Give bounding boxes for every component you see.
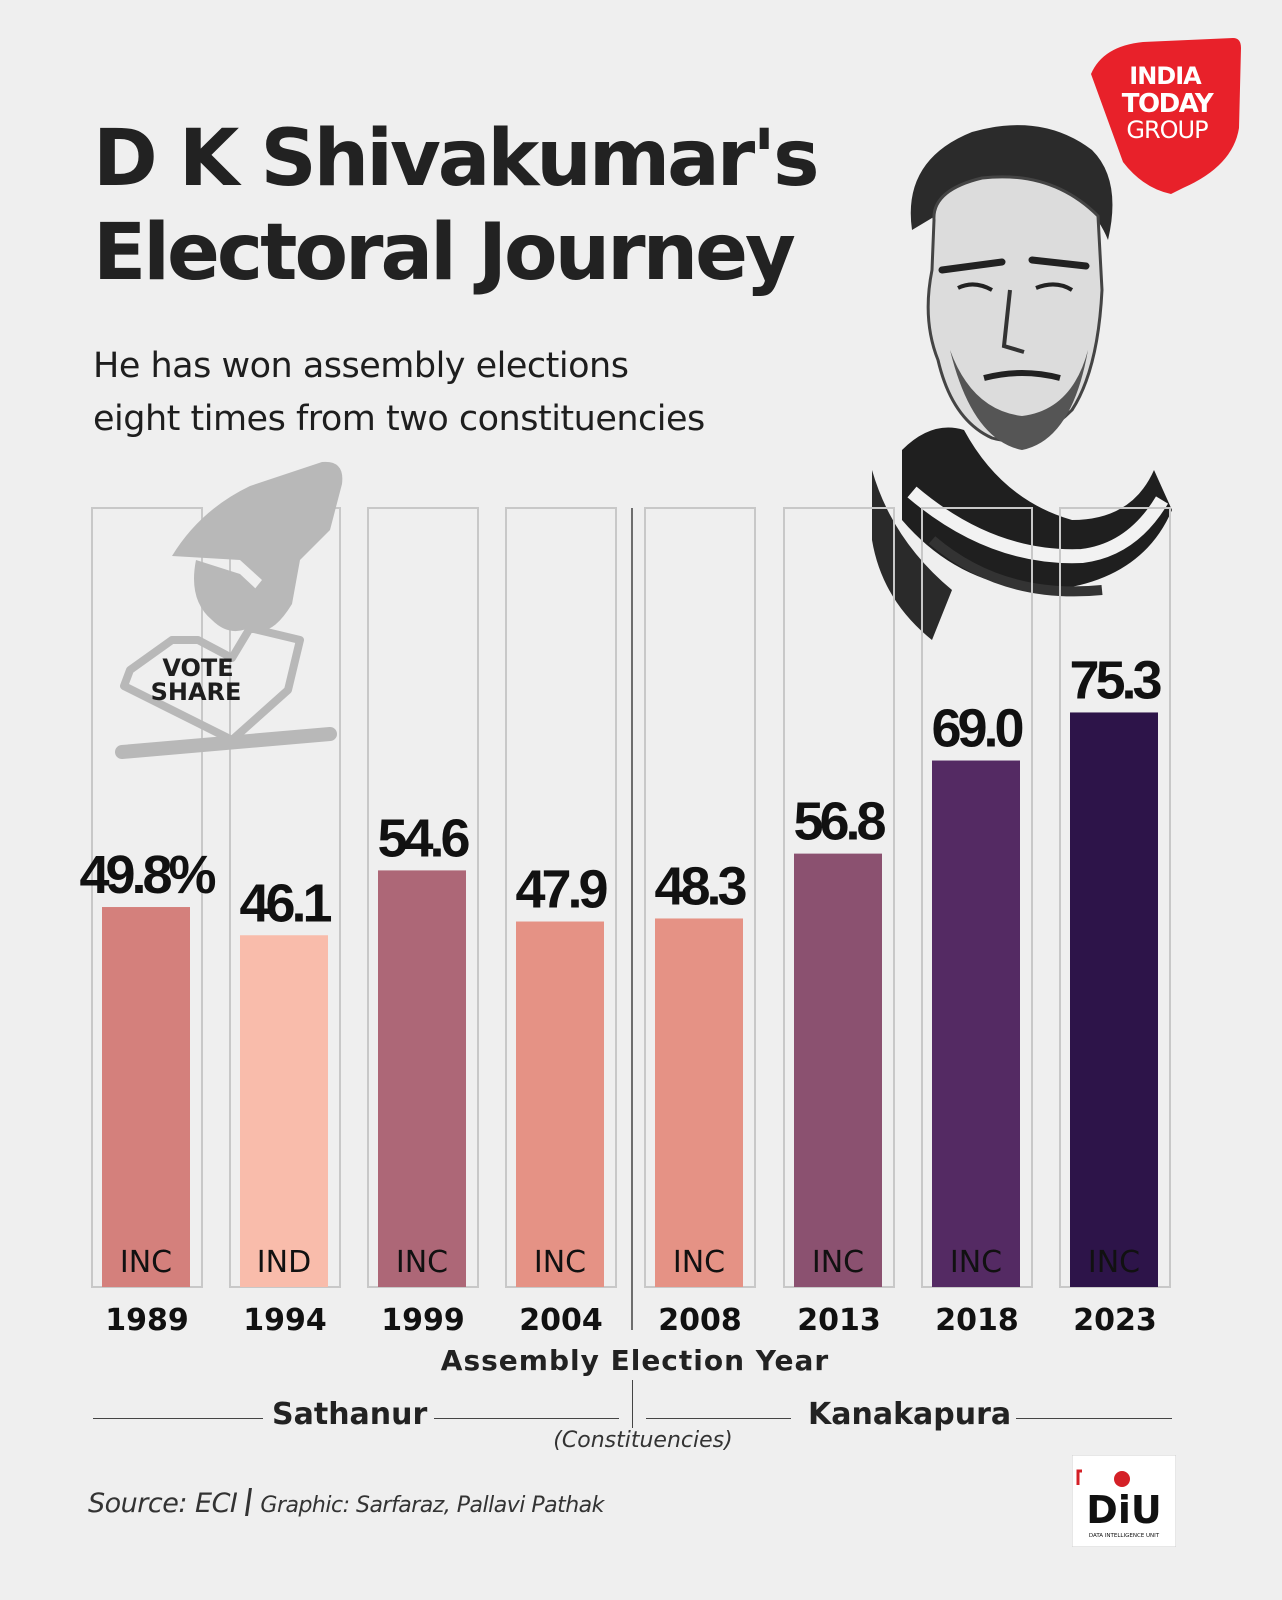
bar-1999 <box>378 870 466 1287</box>
subtitle: He has won assembly elections eight time… <box>93 340 705 446</box>
badge-line-1: VOTE <box>162 654 233 682</box>
party-label-1989: INC <box>120 1245 172 1280</box>
year-label-2013: 2013 <box>797 1303 881 1338</box>
year-label-2004: 2004 <box>519 1303 603 1338</box>
constituency-separator <box>632 1380 633 1428</box>
vote-share-badge: VOTE SHARE <box>115 461 343 759</box>
bar-2018 <box>932 760 1020 1287</box>
sathanur-line-left <box>93 1418 263 1419</box>
kanakapura-line-left <box>646 1418 791 1419</box>
year-label-1994: 1994 <box>243 1303 327 1338</box>
subtitle-line-1: He has won assembly elections <box>93 346 629 386</box>
value-label-2004: 47.9 <box>515 860 607 920</box>
party-label-1994: IND <box>257 1245 311 1280</box>
constituency-label-kanakapura: Kanakapura <box>808 1397 1012 1432</box>
value-label-2023: 75.3 <box>1069 650 1161 710</box>
source-separator <box>245 1488 253 1516</box>
bar-2004 <box>516 921 604 1287</box>
portrait-illustration <box>872 125 1172 640</box>
bar-1994 <box>240 935 328 1287</box>
logo-line-3: GROUP <box>1126 116 1208 144</box>
graphic-credit: Graphic: Sarfaraz, Pallavi Pathak <box>260 1493 604 1518</box>
value-label-2013: 56.8 <box>793 792 885 852</box>
party-label-1999: INC <box>396 1245 448 1280</box>
sathanur-line-right <box>434 1418 619 1419</box>
constituencies-caption: (Constituencies) <box>553 1428 733 1453</box>
x-axis-title: Assembly Election Year <box>440 1344 830 1377</box>
source-text: Source: ECI <box>88 1488 238 1519</box>
party-label-2008: INC <box>673 1245 725 1280</box>
badge-line-2: SHARE <box>151 678 242 706</box>
headline-line-2: Electoral Journey <box>93 208 796 298</box>
party-label-2004: INC <box>534 1245 586 1280</box>
vote-share-chart: VOTE SHARE 49.8% INC 1989 46.1 IND 1994 54.6 IN… <box>79 461 1171 1338</box>
bar-2013 <box>794 853 882 1287</box>
value-label-2018: 69.0 <box>931 699 1022 759</box>
subtitle-line-2: eight times from two constituencies <box>93 399 705 439</box>
value-label-1989: 49.8% <box>79 845 215 905</box>
year-label-1999: 1999 <box>381 1303 465 1338</box>
party-label-2018: INC <box>950 1245 1002 1280</box>
headline: D K Shivakumar's Electoral Journey <box>93 112 820 300</box>
bar-2008 <box>655 918 743 1287</box>
year-label-2008: 2008 <box>658 1303 742 1338</box>
value-label-2008: 48.3 <box>654 856 746 916</box>
party-label-2013: INC <box>812 1245 864 1280</box>
source-credit: Source: ECI Graphic: Sarfaraz, Pallavi Pa… <box>88 1488 604 1519</box>
logo-line-1: INDIA <box>1129 62 1202 90</box>
value-label-1994: 46.1 <box>239 873 331 933</box>
diu-logo: DiU DATA INTELLIGENCE UNIT <box>1072 1455 1176 1547</box>
constituency-label-sathanur: Sathanur <box>272 1397 428 1432</box>
kanakapura-line-right <box>1016 1418 1172 1419</box>
logo-line-2: TODAY <box>1122 89 1215 119</box>
india-today-group-logo: INDIA TODAY GROUP <box>1091 38 1241 194</box>
value-label-1999: 54.6 <box>377 808 469 868</box>
headline-line-1: D K Shivakumar's <box>93 114 820 204</box>
bar-1989 <box>102 907 190 1287</box>
diu-wordmark: DiU <box>1086 1488 1161 1532</box>
year-label-1989: 1989 <box>105 1303 189 1338</box>
year-label-2023: 2023 <box>1073 1303 1157 1338</box>
party-label-2023: INC <box>1088 1245 1140 1280</box>
bar-2023 <box>1070 712 1158 1287</box>
year-label-2018: 2018 <box>935 1303 1019 1338</box>
diu-subtext: DATA INTELLIGENCE UNIT <box>1089 1533 1160 1539</box>
